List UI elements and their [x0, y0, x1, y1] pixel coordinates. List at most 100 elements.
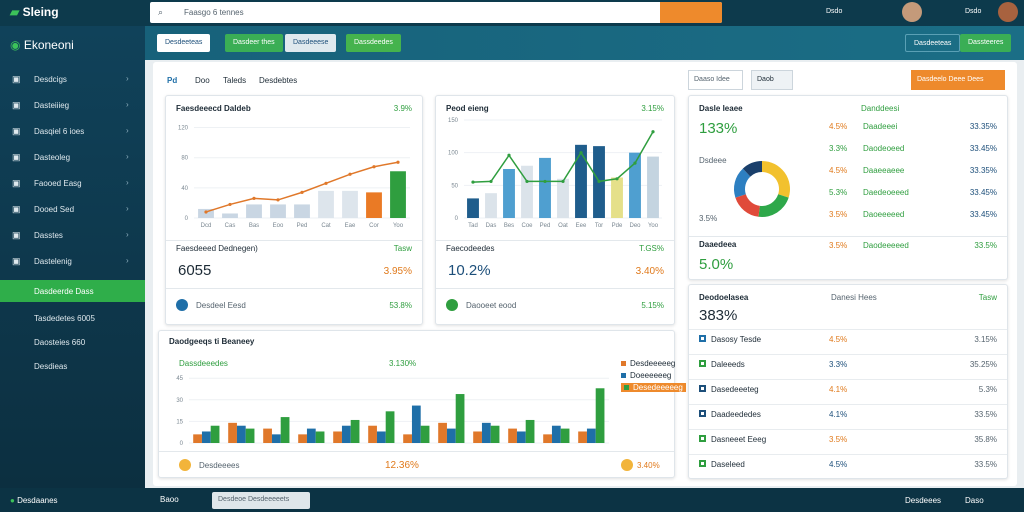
card-col: Danddeesi: [861, 104, 900, 113]
search-icon: ⌕: [158, 7, 164, 17]
avatar[interactable]: [902, 2, 922, 22]
select[interactable]: Daob: [751, 70, 793, 90]
search-button[interactable]: [660, 2, 722, 23]
nav-subitem[interactable]: Desdieas: [34, 362, 68, 371]
bar: [350, 419, 360, 443]
menu-item[interactable]: Dsdo: [826, 8, 843, 15]
nav-active[interactable]: Dasdeerde Dass: [0, 280, 145, 302]
main-panel: Pd Doo Taleds Desdebtes Daaso Idee Daob Dasdee…: [153, 62, 1017, 486]
bar: [222, 213, 238, 218]
summary-footer: Desdeel Eesd: [196, 301, 246, 310]
bottom-search[interactable]: Desdeoe Desdeeeeets: [212, 492, 310, 509]
bar: [280, 417, 290, 443]
list-card: Deodoelasea Danesi Hees Tasw 383% Dasosy Tes…: [688, 284, 1008, 479]
bar: [420, 425, 430, 443]
bar: [245, 428, 255, 443]
x-tick-label: Cas: [225, 223, 236, 229]
search-box[interactable]: ⌕ Faasgo 6 tennes: [150, 2, 722, 23]
nav-item[interactable]: Dasqiel 6 ioes: [34, 127, 85, 136]
row-pct: 3.3%: [829, 360, 848, 369]
line: [472, 131, 654, 183]
chart-value: 3.15%: [641, 104, 664, 113]
y-tick-label: 0: [185, 216, 189, 222]
bar: [333, 431, 342, 443]
bar: [193, 434, 202, 443]
donut-segment: [762, 161, 790, 198]
chart-card: Faesdeeecd Daldeb 3.9% 0 40 80 120 Dcd Cas Bas Eo…: [165, 95, 423, 325]
card-col: Danesi Hees: [831, 293, 877, 302]
nav-item[interactable]: Desdcigs: [34, 75, 67, 84]
chart-title: Peod eieng: [446, 104, 489, 113]
nav-item[interactable]: Faooed Easg: [34, 179, 82, 188]
bottom-item[interactable]: Daso: [965, 496, 984, 505]
nav-item[interactable]: Dasteiiieg: [34, 101, 70, 110]
bar: [467, 198, 479, 218]
menu-item[interactable]: Dsdo: [965, 8, 982, 15]
bottom-button[interactable]: Baoo: [160, 495, 179, 504]
line-point: [633, 161, 637, 165]
line-point: [228, 202, 232, 207]
select[interactable]: Daaso Idee: [688, 70, 743, 90]
chevron: ›: [126, 230, 129, 239]
sidebar: ◉ Ekoneoni ▣ Desdcigs › ▣ Dasteiiieg › ▣ Dasqie…: [0, 26, 145, 488]
bar: [551, 425, 561, 443]
bar: [228, 422, 237, 443]
row-pct: 4.5%: [829, 122, 848, 131]
nav-subitem[interactable]: Daosteies 660: [34, 338, 86, 347]
tab[interactable]: Doo: [195, 76, 210, 85]
section-title: Daaedeea: [699, 240, 737, 249]
chart: 0 15 30 45: [176, 376, 609, 447]
footer-pct: 3.40%: [637, 461, 660, 470]
status-icon: [176, 299, 188, 311]
chart-subtitle: Dassdeeedes: [179, 359, 228, 368]
nav-item[interactable]: Dasteoleg: [34, 153, 71, 162]
y-tick-label: 50: [451, 183, 458, 189]
row-value: 35.25%: [969, 360, 997, 369]
line-point: [507, 153, 511, 157]
chevron: ›: [126, 256, 129, 265]
line-point: [561, 179, 565, 184]
bar: [508, 428, 517, 443]
search-placeholder: Faasgo 6 tennes: [184, 8, 244, 17]
nav-item[interactable]: Dastelenig: [34, 257, 72, 266]
line-point: [597, 179, 601, 184]
donut-segment: [742, 161, 762, 177]
line-point: [396, 160, 400, 164]
legend-entry: Doeeeeeeg: [621, 371, 671, 380]
row-value: 33.45%: [969, 144, 997, 153]
nav-item[interactable]: Dooed Sed: [34, 205, 75, 214]
summary-footer: Daooeet eood: [466, 301, 517, 310]
summary-big: 6055: [178, 262, 212, 279]
bar: [503, 169, 515, 218]
bottom-item[interactable]: Desdeees: [905, 496, 942, 505]
toolbar-button[interactable]: Dasdeer thes: [225, 34, 283, 52]
nav-icon: ▣: [12, 100, 21, 110]
tab[interactable]: Pd: [167, 76, 178, 85]
divider: [689, 354, 1007, 355]
action-button[interactable]: Dasdeelo Deee Dees: [911, 70, 1005, 90]
toolbar-button[interactable]: Dassdeedes: [346, 34, 401, 52]
y-tick-label: 40: [181, 186, 188, 192]
row-value: 33.35%: [969, 122, 997, 131]
divider: [166, 240, 422, 241]
row-value: 33.5%: [974, 460, 997, 469]
tab[interactable]: Taleds: [223, 76, 247, 85]
donut-segment: [734, 168, 751, 198]
tab[interactable]: Desdebtes: [259, 76, 298, 85]
nav-item: Dasdeerde Dass: [34, 287, 94, 296]
bar: [578, 431, 587, 443]
divider: [689, 379, 1007, 380]
toolbar-button[interactable]: Dasdeeese: [285, 34, 337, 52]
divider: [159, 451, 674, 452]
avatar[interactable]: [998, 2, 1018, 22]
chevron: ›: [126, 74, 129, 83]
nav-subitem[interactable]: Tasdedetes 6005: [34, 314, 95, 323]
divider: [689, 429, 1007, 430]
nav-item[interactable]: Dasstes: [34, 231, 63, 240]
toolbar-button[interactable]: Desdeeteas: [157, 34, 211, 52]
toolbar-button[interactable]: Dassteeres: [960, 34, 1012, 52]
card-title: Deodoelasea: [699, 293, 749, 302]
toolbar-button[interactable]: Dasdeeteas: [905, 34, 961, 52]
row-name: Daodeoeed: [863, 144, 905, 153]
chevron: ›: [126, 126, 129, 135]
